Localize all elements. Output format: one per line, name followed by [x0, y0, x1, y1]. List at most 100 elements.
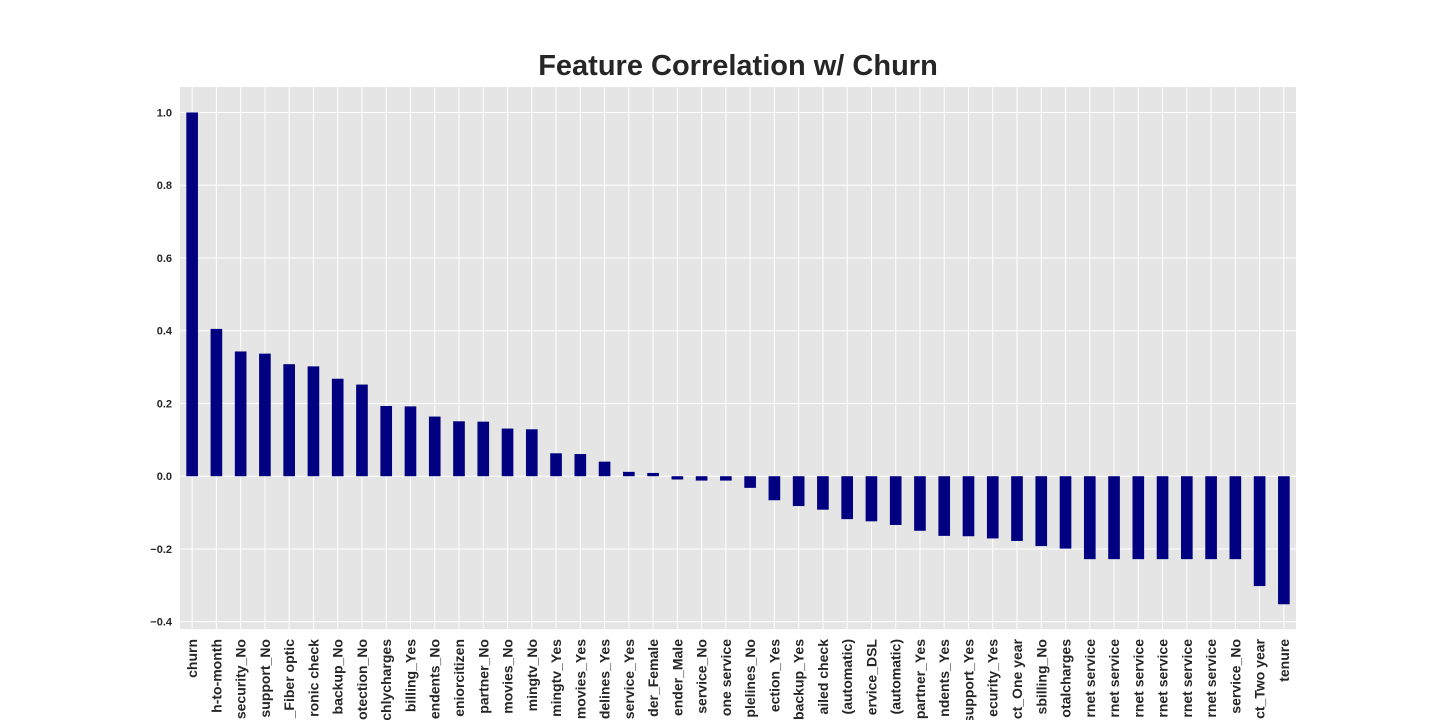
bar: [1229, 476, 1242, 560]
y-tick-label: −0.2: [150, 544, 172, 556]
bar: [550, 453, 562, 477]
bar: [283, 364, 295, 477]
bar: [914, 476, 926, 531]
x-tick-label: eniorcitizen: [451, 639, 467, 717]
x-tick-label: rnet service: [1082, 639, 1098, 718]
bar: [404, 406, 417, 477]
x-tick-label: service_No: [1227, 639, 1243, 714]
y-tick-label: 0.8: [157, 180, 172, 192]
x-tick-labels: churn h-to-month security_No support_No _Fib…: [184, 638, 1292, 720]
bar: [1278, 476, 1290, 605]
x-tick-label: rnet service: [1179, 639, 1195, 718]
x-tick-label: ndents_Yes: [936, 639, 952, 717]
y-tick-label: 0.2: [157, 398, 172, 410]
x-tick-label: rnet service: [1203, 639, 1219, 718]
x-tick-label: partner_No: [475, 639, 491, 714]
x-tick-label: ct_One year: [1009, 638, 1025, 719]
y-tick-label: 0.0: [157, 471, 172, 483]
bar: [234, 351, 247, 477]
bar: [1108, 476, 1120, 560]
bar: [792, 476, 805, 507]
plot-background: [180, 87, 1296, 629]
x-tick-label: ailed check: [815, 639, 831, 715]
x-tick-label: security_No: [233, 639, 249, 719]
x-tick-label: churn: [184, 639, 200, 678]
bar: [1156, 476, 1169, 560]
x-tick-label: _Fiber optic: [281, 639, 297, 720]
x-tick-label: backup_Yes: [791, 639, 807, 720]
x-tick-label: ender_Male: [669, 639, 685, 716]
bar: [889, 476, 902, 525]
x-tick-label: otalcharges: [1058, 639, 1074, 718]
bar: [671, 476, 684, 480]
bar: [1083, 476, 1096, 560]
x-tick-label: otection_No: [354, 639, 370, 720]
x-tick-label: movies_Yes: [572, 639, 588, 719]
bar: [1059, 476, 1072, 549]
bar: [938, 476, 951, 536]
bar: [986, 476, 999, 539]
bar: [1132, 476, 1145, 560]
bar: [1253, 476, 1266, 587]
bar: [695, 476, 708, 481]
chart-title: Feature Correlation w/ Churn: [538, 50, 938, 82]
x-tick-label: tenure: [1276, 639, 1292, 682]
bar: [720, 476, 732, 481]
y-tick-label: 0.6: [157, 253, 172, 265]
x-tick-label: service_No: [694, 639, 710, 714]
bar: [1035, 476, 1048, 547]
x-tick-label: backup_No: [330, 639, 346, 714]
bar: [1205, 476, 1217, 560]
x-tick-label: der_Female: [645, 639, 661, 717]
bar: [380, 406, 393, 477]
x-tick-label: mingtv_Yes: [548, 639, 564, 717]
bar: [477, 421, 490, 477]
bar: [453, 421, 465, 477]
x-tick-label: rnet service: [1155, 639, 1171, 718]
bar: [744, 476, 756, 488]
x-tick-label: support_No: [257, 639, 273, 718]
bar: [356, 384, 368, 477]
x-tick-label: ecurity_Yes: [985, 639, 1001, 717]
bar: [574, 454, 587, 477]
x-tick-label: delines_Yes: [597, 639, 613, 719]
bar: [307, 366, 320, 477]
bar: [428, 416, 441, 477]
x-tick-label: mingtv_No: [524, 639, 540, 711]
x-tick-label: ection_Yes: [766, 639, 782, 712]
x-tick-label: ct_Two year: [1252, 638, 1268, 718]
x-tick-label: service_Yes: [621, 639, 637, 719]
bar: [598, 461, 611, 477]
x-tick-label: chlycharges: [378, 639, 394, 720]
x-tick-label: ervice_DSL: [863, 639, 879, 716]
bar: [259, 353, 271, 477]
bar: [647, 472, 659, 477]
bar: [865, 476, 878, 522]
x-tick-label: partner_Yes: [912, 639, 928, 719]
x-tick-label: sbilling_No: [1033, 639, 1049, 714]
bar: [525, 429, 538, 477]
bar: [817, 476, 829, 510]
x-tick-label: (automatic): [888, 639, 904, 714]
bar: [331, 378, 344, 477]
x-tick-label: one service: [718, 639, 734, 716]
bar: [962, 476, 975, 537]
bar: [1011, 476, 1023, 541]
x-tick-label: ronic check: [305, 639, 321, 717]
x-tick-label: movies_No: [500, 639, 516, 714]
x-tick-label: rnet service: [1130, 639, 1146, 718]
x-tick-label: plelines_No: [742, 639, 758, 718]
y-tick-label: 0.4: [157, 326, 173, 338]
x-tick-label: rnet service: [1106, 639, 1122, 718]
bars: [186, 112, 1290, 605]
bar: [768, 476, 781, 501]
x-tick-label: support_Yes: [960, 639, 976, 720]
bar: [1181, 476, 1193, 560]
bar: [210, 328, 223, 477]
x-tick-label: billing_Yes: [402, 639, 418, 712]
bar: [186, 112, 198, 477]
x-tick-label: (automatic): [839, 639, 855, 714]
x-tick-label: h-to-month: [208, 639, 224, 713]
bar: [841, 476, 853, 520]
